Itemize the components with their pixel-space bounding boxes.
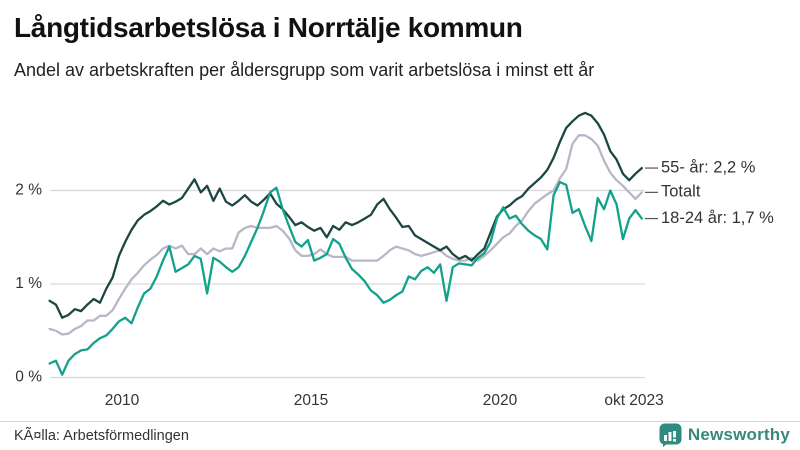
y-tick-label: 2 % — [15, 182, 42, 199]
x-tick-label: 2015 — [294, 392, 328, 409]
brand-name: Newsworthy — [687, 425, 790, 444]
x-tick-label: 2010 — [105, 392, 140, 409]
newsworthy-icon — [659, 423, 682, 447]
y-tick-label: 0 % — [15, 369, 42, 386]
footer-divider — [0, 421, 800, 422]
page-title: Långtidsarbetslösa i Norrtälje kommun — [14, 12, 523, 43]
series-end-label: 18-24 år: 1,7 % — [661, 209, 774, 227]
series-lines — [48, 111, 643, 376]
y-tick-label: 1 % — [15, 275, 42, 292]
source-caption: KÃ¤lla: Arbetsförmedlingen — [14, 428, 189, 444]
series-end-label: 55- år: 2,2 % — [661, 158, 756, 176]
x-tick-label: okt 2023 — [604, 392, 663, 409]
series-end-labels: Totalt 55- år: 2,2 % 18-24 år: 1,7 % — [645, 158, 774, 227]
gridlines — [50, 189, 645, 379]
x-tick-label: 2020 — [483, 392, 518, 409]
series-end-label: Totalt — [661, 183, 701, 201]
series-line-18-24 år — [48, 180, 643, 376]
y-axis-labels: 0 % 1 % 2 % — [15, 182, 42, 386]
series-line-55- år — [48, 111, 643, 319]
page-subtitle: Andel av arbetskraften per åldersgrupp s… — [14, 60, 595, 80]
x-axis-labels: 2010 2015 2020 okt 2023 — [105, 392, 664, 409]
brand-logo: Newsworthy — [659, 423, 790, 447]
